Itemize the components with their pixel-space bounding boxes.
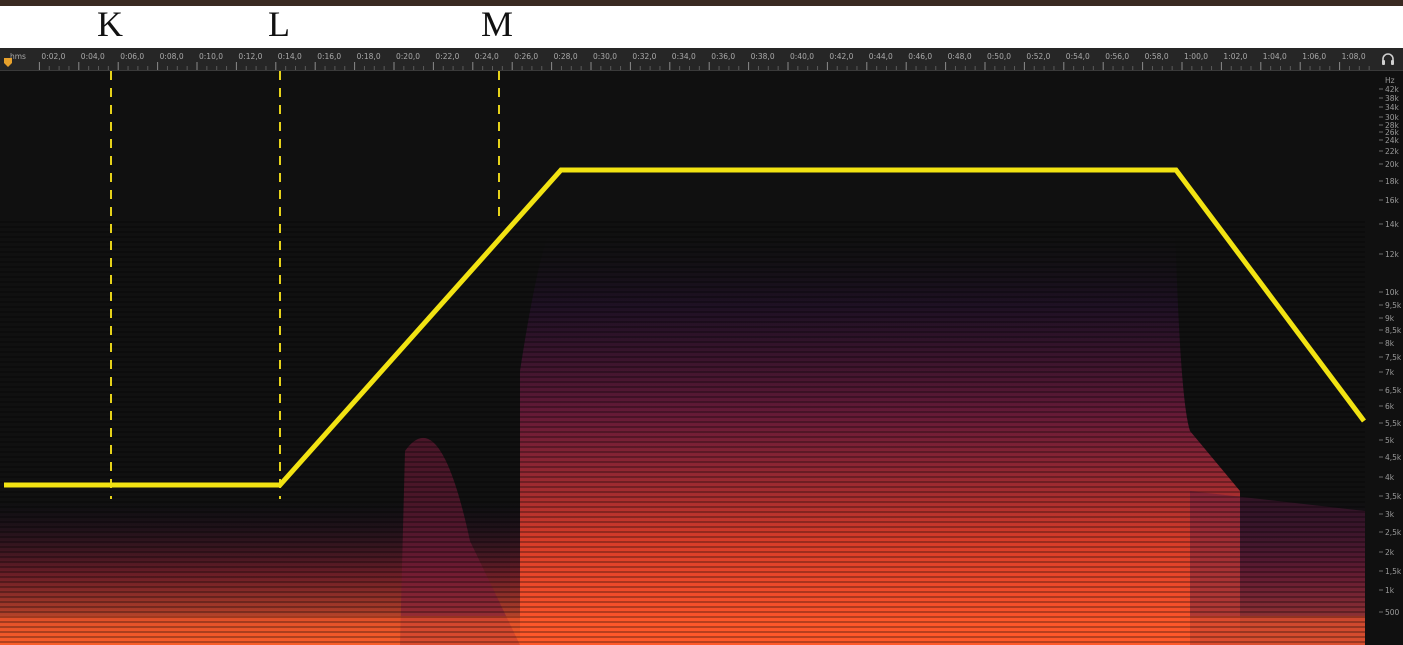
frequency-label: 5k <box>1385 436 1395 445</box>
ruler-tick-label: 0:40,0 <box>790 52 814 61</box>
frequency-label: 24k <box>1385 136 1400 145</box>
frequency-label: 7k <box>1385 368 1395 377</box>
ruler-tick-label: 0:06,0 <box>120 52 144 61</box>
ruler-tick-label: 0:56,0 <box>1105 52 1129 61</box>
ruler-tick-label: 0:36,0 <box>711 52 735 61</box>
ruler-tick-label: 0:30,0 <box>593 52 617 61</box>
ruler-tick-label: 1:02,0 <box>1223 52 1247 61</box>
frequency-label: 3k <box>1385 510 1395 519</box>
frequency-label: 3,5k <box>1385 492 1402 501</box>
ruler-tick-label: 1:04,0 <box>1263 52 1287 61</box>
ruler-tick-label: 0:48,0 <box>948 52 972 61</box>
playhead-icon[interactable] <box>4 58 12 67</box>
ruler-tick-label: 0:10,0 <box>199 52 223 61</box>
frequency-label: 6k <box>1385 402 1395 411</box>
ruler-tick-label: 0:32,0 <box>632 52 656 61</box>
time-ruler[interactable]: hms 0:02,0 0:04,0 0:06,0 0:08,0 0:10,0 0:12,0 0… <box>0 48 1403 71</box>
frequency-label: 2,5k <box>1385 528 1402 537</box>
headphones-icon[interactable] <box>1381 52 1395 66</box>
ruler-tick-label: 0:02,0 <box>41 52 65 61</box>
frequency-label: 4,5k <box>1385 453 1402 462</box>
ruler-tick-label: 0:14,0 <box>278 52 302 61</box>
frequency-label: 500 <box>1385 608 1400 617</box>
frequency-label: 20k <box>1385 160 1400 169</box>
frequency-label: 34k <box>1385 103 1400 112</box>
ruler-ticks: hms 0:02,0 0:04,0 0:06,0 0:08,0 0:10,0 0:12,0 0… <box>4 52 1370 70</box>
ruler-tick-label: 0:16,0 <box>317 52 341 61</box>
ruler-tick-label: 0:04,0 <box>81 52 105 61</box>
frequency-label: 5,5k <box>1385 419 1402 428</box>
ruler-tick-label: 0:42,0 <box>829 52 853 61</box>
ruler-tick-label: 0:12,0 <box>238 52 262 61</box>
frequency-label: 42k <box>1385 85 1400 94</box>
ruler-tick-label: 0:50,0 <box>987 52 1011 61</box>
ruler-tick-label: 1:06,0 <box>1302 52 1326 61</box>
marker-label-l: L <box>268 4 290 44</box>
ruler-tick-label: 0:26,0 <box>514 52 538 61</box>
ruler-unit-label: hms <box>10 52 26 61</box>
frequency-label: 2k <box>1385 548 1395 557</box>
ruler-tick-label: 0:34,0 <box>672 52 696 61</box>
frequency-label: 12k <box>1385 250 1400 259</box>
frequency-label: 4k <box>1385 473 1395 482</box>
ruler-tick-label: 1:08,0 <box>1342 52 1366 61</box>
ruler-tick-label: 0:20,0 <box>396 52 420 61</box>
frequency-label: 8k <box>1385 339 1395 348</box>
frequency-unit-label: Hz <box>1385 76 1395 85</box>
frequency-label: 9,5k <box>1385 301 1402 310</box>
ruler-tick-label: 0:58,0 <box>1145 52 1169 61</box>
frequency-label: 7,5k <box>1385 353 1402 362</box>
ruler-tick-label: 0:44,0 <box>869 52 893 61</box>
frequency-label: 38k <box>1385 94 1400 103</box>
marker-label-k: K <box>97 4 123 44</box>
marker-label-m: M <box>481 4 514 44</box>
frequency-label: 22k <box>1385 147 1400 156</box>
filter-envelope-line[interactable] <box>4 167 1367 488</box>
spectral-view[interactable]: hms 0:02,0 0:04,0 0:06,0 0:08,0 0:10,0 0:12,0 0… <box>0 48 1403 645</box>
frequency-label: 1,5k <box>1385 567 1402 576</box>
spectrogram[interactable] <box>0 71 1403 645</box>
ruler-tick-label: 0:46,0 <box>908 52 932 61</box>
ruler-tick-label: 0:28,0 <box>554 52 578 61</box>
ruler-tick-label: 0:08,0 <box>160 52 184 61</box>
frequency-label: 9k <box>1385 314 1395 323</box>
marker-labels: K L M <box>0 0 1403 48</box>
frequency-label: 28k <box>1385 121 1400 130</box>
frequency-label: 1k <box>1385 586 1395 595</box>
frequency-label: 8,5k <box>1385 326 1402 335</box>
spectral-energy <box>0 221 1365 645</box>
frequency-label: 10k <box>1385 288 1400 297</box>
ruler-tick-label: 0:22,0 <box>435 52 459 61</box>
frequency-label: 26k <box>1385 128 1400 137</box>
frequency-label: 14k <box>1385 220 1400 229</box>
ruler-tick-label: 0:24,0 <box>475 52 499 61</box>
frequency-label: 30k <box>1385 113 1400 122</box>
frequency-label: 16k <box>1385 196 1400 205</box>
ruler-tick-label: 0:18,0 <box>357 52 381 61</box>
frequency-label: 18k <box>1385 177 1400 186</box>
frequency-label: 6,5k <box>1385 386 1402 395</box>
ruler-tick-label: 0:52,0 <box>1026 52 1050 61</box>
top-frame-strip <box>0 0 1403 6</box>
ruler-tick-label: 0:38,0 <box>751 52 775 61</box>
ruler-tick-label: 1:00,0 <box>1184 52 1208 61</box>
ruler-tick-label: 0:54,0 <box>1066 52 1090 61</box>
